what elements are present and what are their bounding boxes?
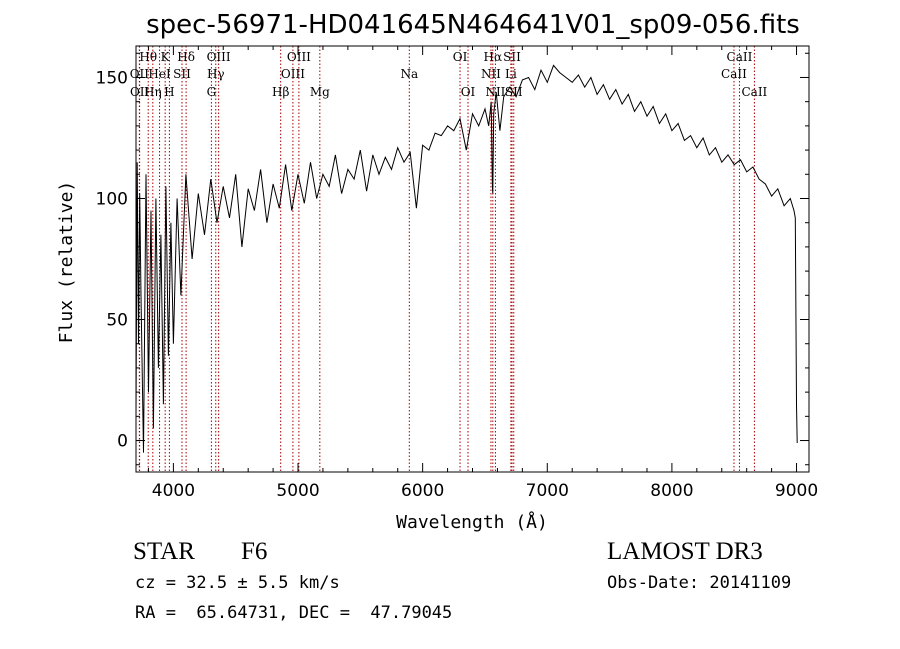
y-tick-label: 50 xyxy=(106,311,128,331)
spectral-line-label: NII xyxy=(485,85,505,99)
y-tick-label: 150 xyxy=(96,68,128,88)
spectral-line-label: CaII xyxy=(727,50,753,64)
spectral-line-label: Hα xyxy=(484,50,503,64)
spectral-line-label: OIII xyxy=(281,67,305,81)
axis-ticks: 4000 5000 6000 7000 8000 9000 0 50 100 150 xyxy=(96,46,818,501)
redshift-cz: cz = 32.5 ± 5.5 km/s xyxy=(135,573,340,593)
x-tick-label: 4000 xyxy=(152,481,195,501)
observation-date: Obs-Date: 20141109 xyxy=(607,573,792,593)
spectral-line-label: Hγ xyxy=(207,67,225,81)
spectral-line-label: OIII xyxy=(207,50,231,64)
spectral-line-label: SII xyxy=(503,50,521,64)
x-tick-label: 9000 xyxy=(775,481,818,501)
spectral-line-label: OI xyxy=(461,85,476,99)
spectral-line-label: H xyxy=(164,85,174,99)
object-class: STAR xyxy=(133,538,195,565)
x-tick-label: 6000 xyxy=(401,481,444,501)
y-tick-label: 100 xyxy=(96,189,128,209)
flux-series-line xyxy=(135,64,798,453)
spectral-line-label: CaII xyxy=(721,67,747,81)
spectral-line-label: OI xyxy=(453,50,468,64)
spectral-line-label: Hθ xyxy=(139,50,157,64)
spectral-line-label: Hη xyxy=(144,85,162,99)
spectral-line-label: Hβ xyxy=(272,85,289,99)
chart-title: spec-56971-HD041645N464641V01_sp09-056.f… xyxy=(146,10,800,40)
x-tick-label: 8000 xyxy=(650,481,693,501)
x-tick-label: 5000 xyxy=(276,481,319,501)
spectral-line-label: Na xyxy=(400,67,418,81)
spectral-line-label: Mg xyxy=(310,85,330,99)
x-tick-label: 7000 xyxy=(526,481,569,501)
spectral-line-label: OIII xyxy=(287,50,311,64)
spectrum-chart: spec-56971-HD041645N464641V01_sp09-056.f… xyxy=(56,10,818,533)
y-tick-label: 0 xyxy=(117,432,128,452)
ra-dec-coordinates: RA = 65.64731, DEC = 47.79045 xyxy=(135,603,453,623)
spectral-line-label: CaII xyxy=(741,85,767,99)
object-subclass: F6 xyxy=(241,538,268,565)
spectral-line-label: NII xyxy=(481,67,501,81)
plot-frame xyxy=(135,45,810,473)
spectral-line-label: G xyxy=(207,85,217,99)
spectral-line-label: Li xyxy=(505,67,517,81)
x-axis-label: Wavelength (Å) xyxy=(396,511,548,533)
survey-name: LAMOST DR3 xyxy=(607,538,763,565)
spectral-line-label: HeI xyxy=(148,67,171,81)
spectral-line-label: OII xyxy=(130,85,150,99)
spectral-line-label: K xyxy=(161,50,171,64)
y-axis-label: Flux (relative) xyxy=(56,181,77,344)
spectral-line-label: SII xyxy=(173,67,191,81)
spectral-line-label: Hδ xyxy=(177,50,195,64)
